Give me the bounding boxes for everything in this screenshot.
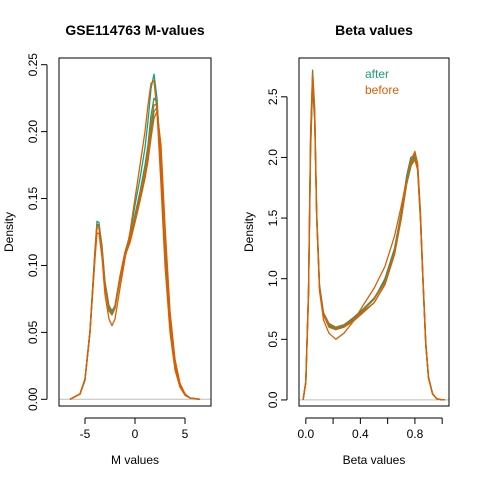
x-tick-label: 0.4: [352, 427, 369, 441]
density-line-after-3: [302, 77, 445, 401]
x-tick-label: 5: [182, 427, 189, 441]
y-axis-title: Density: [242, 212, 256, 252]
y-tick-label: 0.25: [26, 53, 40, 77]
y-tick-label: 0.05: [26, 320, 40, 344]
y-tick-label: 0.00: [26, 387, 40, 411]
legend-entry-after: after: [365, 67, 389, 81]
density-line-before-5: [69, 80, 201, 400]
y-tick-label: 2.0: [266, 149, 280, 166]
y-tick-label: 0.10: [26, 253, 40, 277]
y-tick-label: 2.5: [266, 88, 280, 105]
chart-title: GSE114763 M-values: [65, 22, 205, 38]
chart-title: Beta values: [335, 22, 413, 38]
density-line-before-6: [69, 110, 201, 400]
y-axis-title: Density: [2, 212, 16, 252]
density-line-after-3: [69, 106, 201, 400]
density-line-before-5: [302, 81, 445, 401]
x-axis-title: Beta values: [343, 453, 406, 467]
x-tick-label: 0.8: [407, 427, 424, 441]
x-tick-label: -5: [80, 427, 91, 441]
y-tick-label: 0.15: [26, 187, 40, 211]
legend-entry-before: before: [365, 83, 399, 97]
density-line-before-4: [302, 71, 445, 401]
plot-frame: [58, 57, 212, 407]
density-line-after-1: [302, 69, 445, 401]
density-line-after-2: [302, 86, 445, 401]
density-line-before-4: [69, 104, 201, 400]
y-tick-label: 1.5: [266, 209, 280, 226]
y-tick-label: 0.0: [266, 391, 280, 408]
plot-frame: [298, 57, 450, 407]
density-line-after-2: [69, 97, 201, 400]
y-tick-label: 0.5: [266, 331, 280, 348]
m-values-density-panel: GSE114763 M-values -5 0 5 0.00 0.05 0.10 0.15 0.…: [2, 22, 212, 467]
density-line-after-1: [69, 73, 201, 400]
y-tick-label: 1.0: [266, 270, 280, 287]
y-tick-label: 0.20: [26, 120, 40, 144]
x-tick-label: 0: [132, 427, 139, 441]
density-line-before-6: [302, 76, 445, 401]
x-tick-label: 0.0: [297, 427, 314, 441]
beta-values-density-panel: Beta values 0.0 0.4 0.8 0.0 0.5 1.0 1.5 2.0 2.5 Be…: [242, 22, 450, 467]
x-axis-title: M values: [111, 453, 159, 467]
